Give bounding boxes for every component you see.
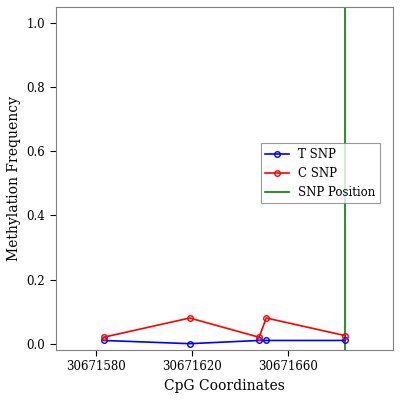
Legend: T SNP, C SNP, SNP Position: T SNP, C SNP, SNP Position xyxy=(261,143,380,204)
Y-axis label: Methylation Frequency: Methylation Frequency xyxy=(7,96,21,261)
X-axis label: CpG Coordinates: CpG Coordinates xyxy=(164,379,285,393)
